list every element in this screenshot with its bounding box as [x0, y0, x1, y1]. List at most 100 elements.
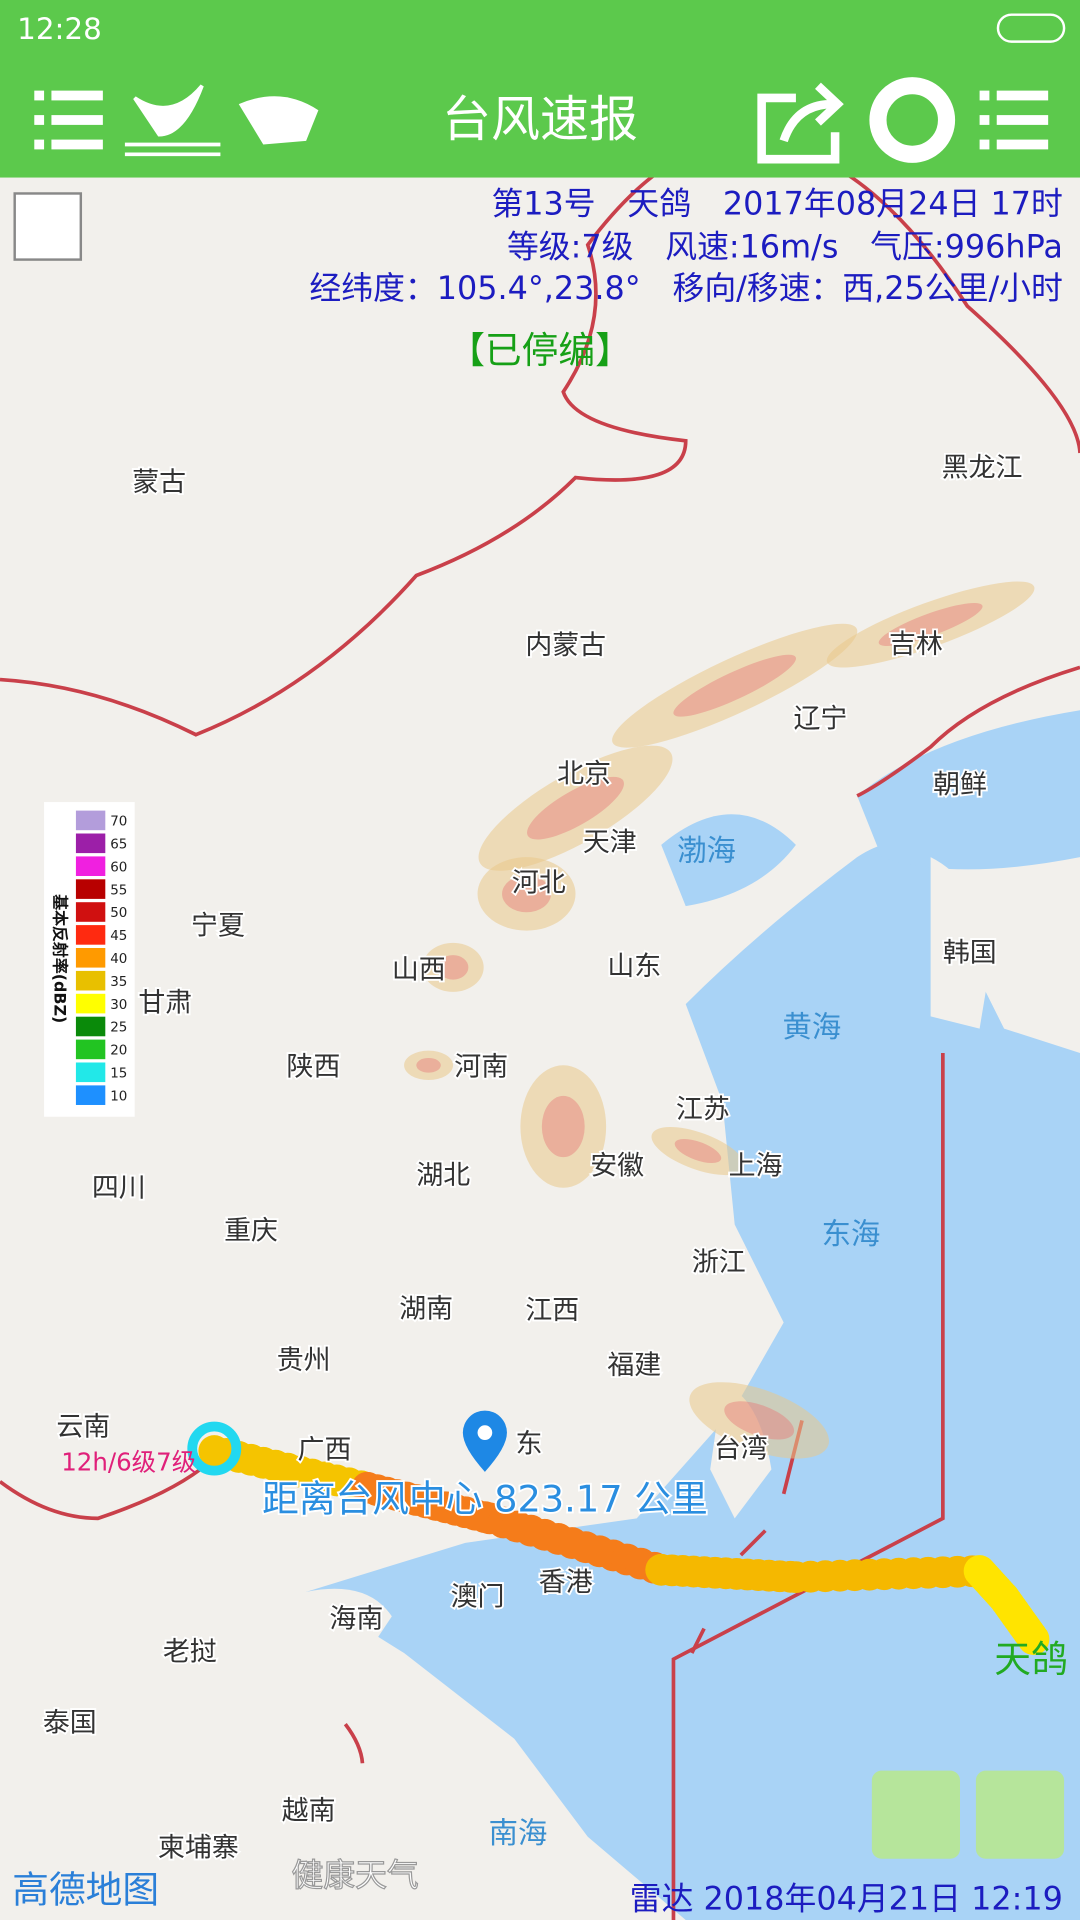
map-label: 韩国 [943, 937, 997, 968]
map-label: 福建 [607, 1350, 661, 1381]
map-label: 四川 [92, 1172, 146, 1203]
sea-label: 东海 [822, 1217, 881, 1251]
map-label: 浙江 [692, 1247, 746, 1278]
legend-items: 70 65 60 55 50 45 40 35 30 25 20 15 10 [75, 810, 127, 1105]
sea-label: 南海 [489, 1816, 548, 1850]
watermark: 健康天气 [291, 1856, 418, 1894]
map-label: 北京 [557, 759, 611, 790]
location-pin[interactable] [462, 1410, 507, 1472]
forecast-label: 12h/6级7级 [61, 1447, 196, 1476]
radar-blob [502, 875, 552, 913]
map-credit: 高德地图 [12, 1868, 159, 1911]
map-label: 陕西 [287, 1051, 341, 1082]
share-button[interactable] [757, 82, 844, 164]
logo [124, 84, 221, 157]
legend-value: 70 [110, 815, 127, 830]
legend-title: 基本反射率(dBZ) [50, 893, 69, 1023]
legend-swatch [75, 948, 106, 968]
legend-value: 45 [110, 929, 127, 944]
legend-value: 55 [110, 883, 127, 898]
legend-value: 20 [110, 1044, 127, 1059]
map-label: 江西 [525, 1295, 579, 1326]
map-label: 江苏 [676, 1094, 730, 1125]
legend-swatch [75, 833, 106, 854]
legend-swatch [75, 1062, 106, 1083]
legend-value: 40 [110, 952, 127, 967]
menu-button-right[interactable] [979, 90, 1049, 150]
map-label: 天津 [583, 827, 637, 858]
map-label: 辽宁 [793, 704, 847, 735]
radar-blob [437, 955, 469, 980]
layer-button[interactable] [13, 192, 83, 261]
map-label: 宁夏 [191, 910, 245, 941]
map-label: 甘肃 [138, 988, 192, 1019]
map-label: 老挝 [163, 1637, 217, 1668]
legend-value: 35 [110, 975, 127, 990]
location-pin-dot [477, 1425, 493, 1440]
map-label: 河南 [454, 1051, 508, 1082]
map-label: 内蒙古 [525, 630, 606, 661]
legend-swatch [75, 1016, 106, 1037]
sea-label: 黄海 [782, 1010, 841, 1044]
info-line: 第13号 天鸽 2017年08月24日 17时 [491, 185, 1062, 223]
radar-blob [541, 1095, 585, 1158]
radar-blob [826, 581, 1035, 668]
legend-swatch [75, 902, 106, 922]
legend-swatch [75, 856, 106, 876]
radar-blob [674, 1138, 722, 1164]
legend-value: 60 [110, 860, 127, 875]
typhoon-track [187, 1421, 1050, 1656]
sea-label: 渤海 [677, 834, 736, 868]
legend-swatch [75, 993, 106, 1014]
map-label: 台湾 [714, 1433, 768, 1464]
map-label: 云南 [56, 1411, 110, 1442]
radar-echo [404, 581, 1035, 1459]
legend-value: 10 [110, 1089, 127, 1104]
legend-swatch [75, 1085, 106, 1105]
radar-blob [478, 745, 673, 871]
map-label: 山东 [607, 951, 661, 982]
map-label: 吉林 [889, 629, 943, 660]
legend-value: 50 [110, 906, 127, 921]
map-label: 湖北 [416, 1160, 470, 1191]
menu-button[interactable] [34, 90, 103, 150]
legend-swatch [75, 879, 106, 899]
battery [996, 13, 1066, 43]
map-label: 泰国 [43, 1708, 97, 1739]
radar-blob [416, 1057, 441, 1073]
map-label: 蒙古 [132, 467, 186, 498]
radar-blob [689, 1382, 830, 1459]
map-label: 黑龙江 [942, 452, 1023, 483]
map-label: 东 [516, 1428, 543, 1459]
map-label: 山西 [392, 955, 446, 986]
radar-button[interactable] [871, 1770, 960, 1859]
typhoon-name: 天鸽 [994, 1638, 1067, 1681]
map-label: 河北 [512, 868, 566, 899]
map-label: 广西 [298, 1435, 352, 1466]
radar-blob [520, 1065, 607, 1188]
legend-swatch [75, 810, 106, 831]
land [930, 857, 992, 1029]
map-label: 上海 [729, 1150, 783, 1181]
radar-blob [878, 602, 983, 646]
map-label: 重庆 [224, 1215, 278, 1246]
map-label: 安徽 [590, 1150, 644, 1181]
sea [857, 710, 1080, 870]
legend-swatch [75, 1039, 106, 1060]
china-map-button[interactable] [238, 96, 319, 145]
map-label: 越南 [282, 1796, 336, 1827]
satellite-button[interactable] [975, 1770, 1065, 1859]
legend-value: 30 [110, 998, 127, 1013]
radar-blob [527, 776, 624, 840]
info-line: 经纬度：105.4°,23.8° 移向/移速：西,25公里/小时 [309, 269, 1062, 307]
legend-value: 25 [110, 1021, 127, 1036]
map-label: 香港 [539, 1567, 593, 1598]
map-label: 澳门 [451, 1581, 505, 1612]
legend-value: 15 [110, 1067, 127, 1082]
legend-swatch [75, 970, 106, 991]
info-line: 等级:7级 风速:16m/s 气压:996hPa [507, 228, 1063, 266]
typhoon-button[interactable] [869, 77, 956, 163]
map-label: 湖南 [399, 1294, 453, 1325]
